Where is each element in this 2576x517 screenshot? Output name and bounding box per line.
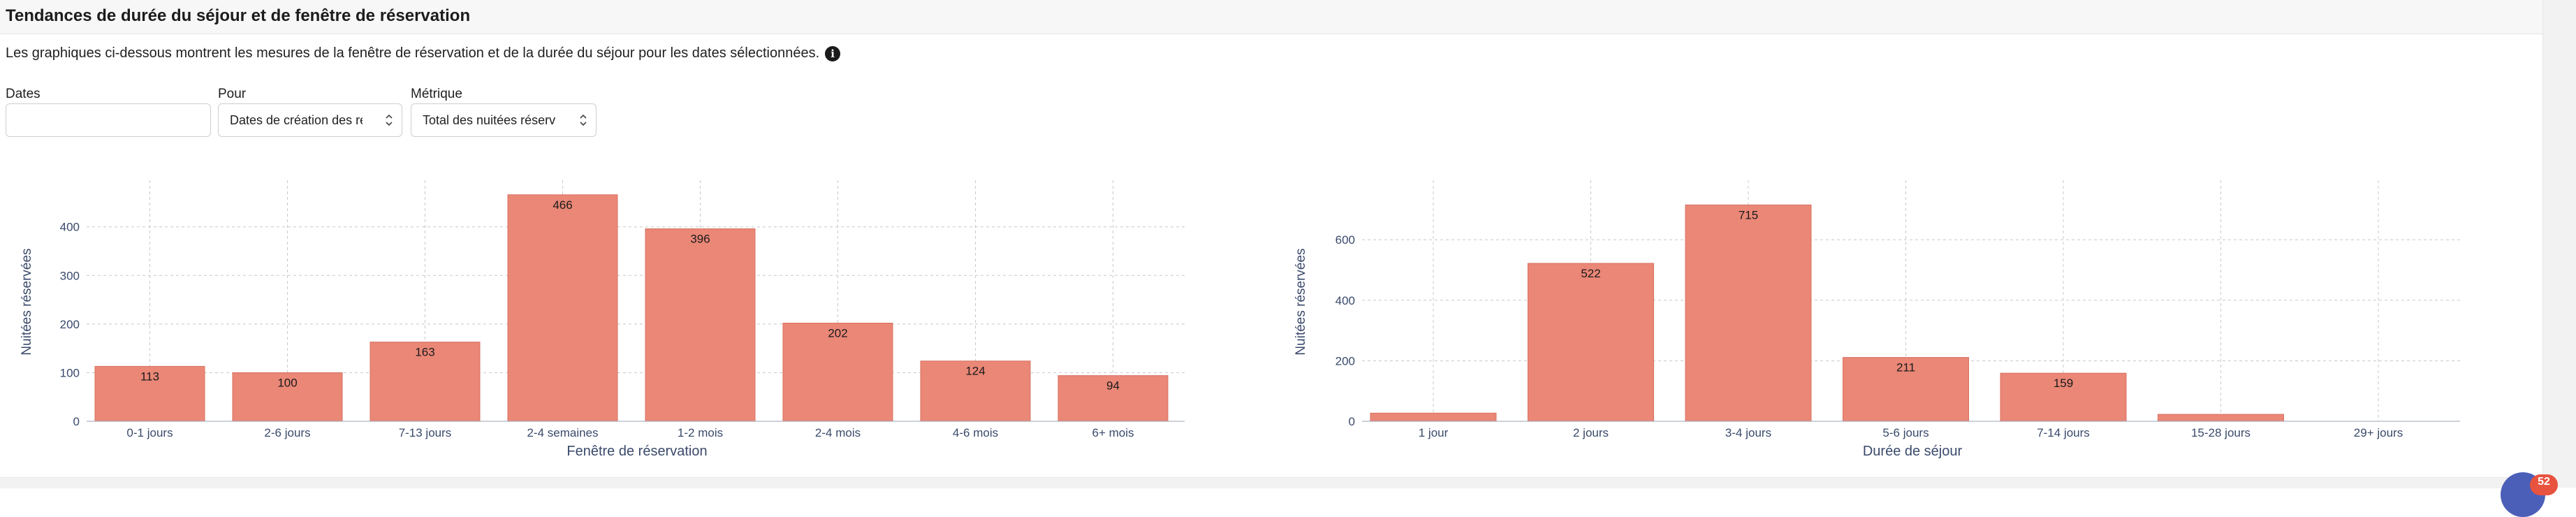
x-tick-label: 7-14 jours <box>2037 426 2090 439</box>
bar <box>1843 357 1969 422</box>
bar-value-label: 715 <box>1739 208 1758 221</box>
bar <box>2158 414 2284 422</box>
chevron-updown-icon <box>386 114 393 126</box>
bar <box>1528 263 1654 422</box>
y-tick-label: 400 <box>1335 294 1355 307</box>
y-tick-label: 300 <box>60 269 80 282</box>
x-tick-label: 2-4 semaines <box>527 426 598 439</box>
chevron-updown-icon <box>580 114 587 126</box>
metrique-label: Métrique <box>411 87 462 101</box>
bar-value-label: 94 <box>1106 379 1120 393</box>
page-title: Tendances de durée du séjour et de fenêt… <box>6 6 471 25</box>
bar <box>94 365 205 422</box>
bar-value-label: 159 <box>2054 377 2073 390</box>
x-tick-label: 5-6 jours <box>1882 426 1929 439</box>
y-tick-label: 100 <box>60 366 80 379</box>
charts-description: Les graphiques ci-dessous montrent les m… <box>6 45 841 61</box>
y-axis-label: Nuitées réservées <box>1294 248 1308 355</box>
x-tick-label: 29+ jours <box>2354 426 2403 439</box>
bar <box>1685 204 1812 422</box>
x-axis-label: Durée de séjour <box>1863 444 1963 459</box>
pour-select[interactable]: Dates de création des ré <box>218 103 402 137</box>
booking-window-chart: 0 100 200 300 400 113 0-1 jours 100 2-6 jours 163… <box>20 180 1185 459</box>
description-text: Les graphiques ci-dessous montrent les m… <box>6 45 820 61</box>
y-axis-label: Nuitées réservées <box>20 248 34 355</box>
pour-label: Pour <box>218 87 247 101</box>
x-tick-label: 1-2 mois <box>678 426 723 439</box>
bar <box>507 194 618 422</box>
y-tick-label: 0 <box>73 415 80 428</box>
y-tick-label: 600 <box>1335 233 1355 247</box>
bar-value-label: 396 <box>690 232 710 245</box>
x-tick-label: 2-4 mois <box>815 426 861 439</box>
x-tick-label: 7-13 jours <box>399 426 452 439</box>
y-tick-label: 400 <box>60 221 80 234</box>
bar-value-label: 522 <box>1581 267 1600 280</box>
bar <box>2000 372 2127 422</box>
bar-value-label: 100 <box>277 376 297 389</box>
bar-value-label: 211 <box>1896 361 1915 374</box>
x-tick-label: 4-6 mois <box>953 426 998 439</box>
y-tick-label: 200 <box>60 318 80 331</box>
right-scroll-area <box>2542 0 2576 488</box>
metrique-select-value: Total des nuitées réserv <box>423 112 556 127</box>
bar-value-label: 202 <box>828 326 847 340</box>
bar <box>232 372 343 422</box>
info-icon[interactable]: i <box>825 45 841 61</box>
bar-value-label: 124 <box>965 365 985 378</box>
x-tick-label: 2-6 jours <box>264 426 310 439</box>
x-tick-label: 15-28 jours <box>2191 426 2251 439</box>
x-tick-label: 6+ mois <box>1092 426 1134 439</box>
bar-value-label: 113 <box>140 370 159 383</box>
x-tick-label: 1 jour <box>1419 426 1449 439</box>
bar <box>1058 375 1169 422</box>
bottom-footer-strip <box>0 477 2542 488</box>
bar <box>369 342 481 422</box>
notification-badge[interactable]: 52 <box>2530 474 2558 495</box>
length-of-stay-chart: 0 200 400 600 1 jour 522 2 jours 715 3-4 jours 21… <box>1294 180 2460 459</box>
y-tick-label: 0 <box>1349 415 1355 428</box>
dates-label: Dates <box>6 87 41 101</box>
dates-input[interactable] <box>6 103 211 137</box>
bar-value-label: 163 <box>415 346 434 359</box>
x-tick-label: 3-4 jours <box>1725 426 1771 439</box>
y-tick-label: 200 <box>1335 354 1355 367</box>
bar <box>920 361 1031 422</box>
bar <box>645 228 756 422</box>
metrique-select[interactable]: Total des nuitées réserv <box>411 103 597 137</box>
bar-value-label: 466 <box>552 198 572 212</box>
x-tick-label: 2 jours <box>1573 426 1609 439</box>
x-tick-label: 0-1 jours <box>126 426 173 439</box>
bar <box>782 322 893 422</box>
bar <box>1370 412 1497 422</box>
pour-select-value: Dates de création des ré <box>230 112 363 127</box>
page-header: Tendances de durée du séjour et de fenêt… <box>0 0 2542 34</box>
x-axis-label: Fenêtre de réservation <box>566 444 707 459</box>
